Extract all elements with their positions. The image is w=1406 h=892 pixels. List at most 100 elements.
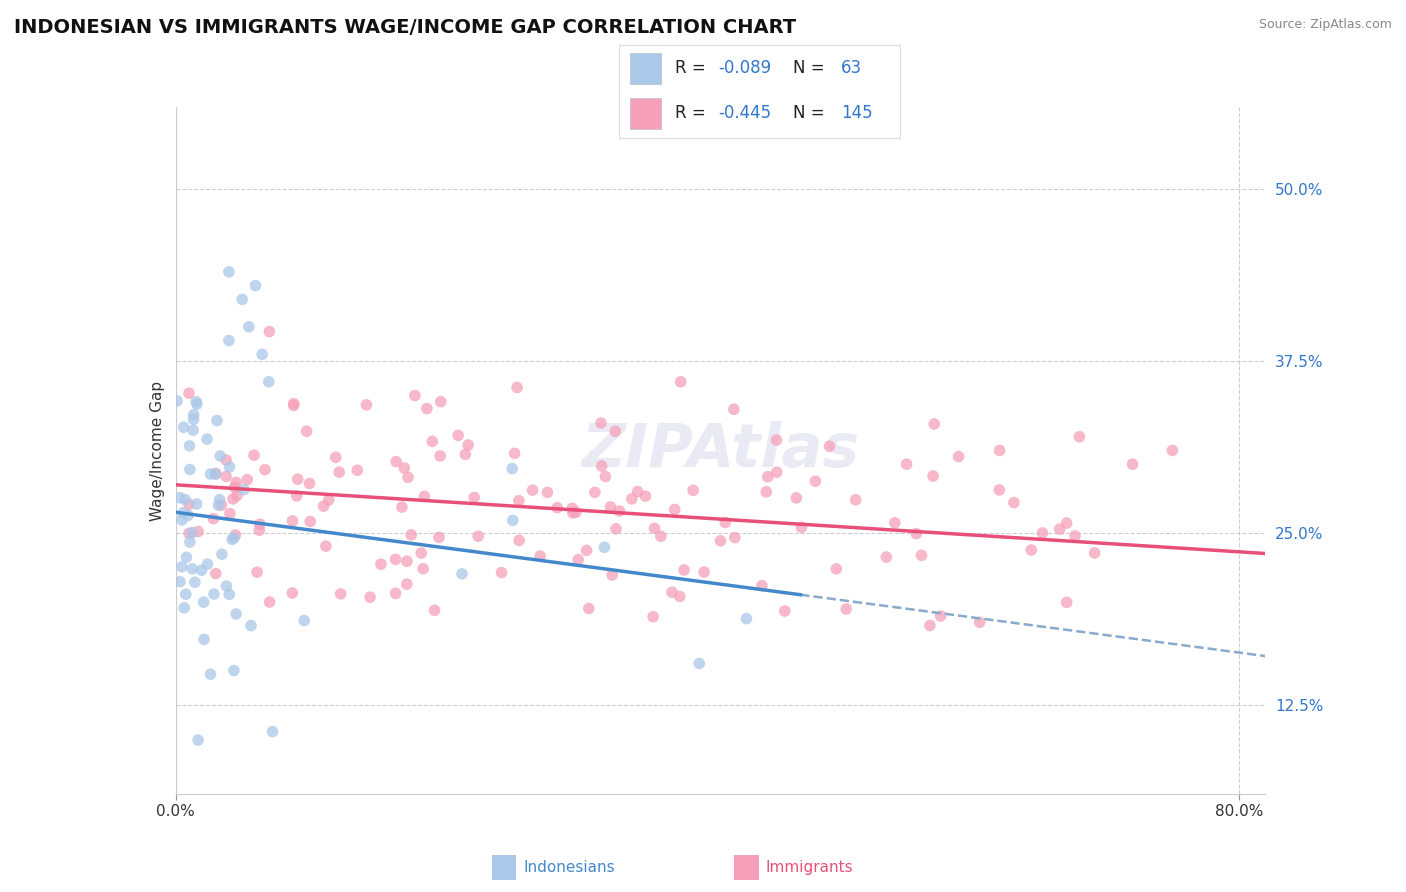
Point xyxy=(451,566,474,581)
Point xyxy=(187,733,209,747)
Point xyxy=(669,375,692,389)
Point xyxy=(211,547,233,561)
Point xyxy=(988,483,1011,497)
Point xyxy=(929,609,952,624)
Point xyxy=(219,507,242,521)
Point xyxy=(218,265,240,279)
Point xyxy=(883,516,905,530)
Point xyxy=(173,420,195,434)
Point xyxy=(226,489,249,503)
Text: -0.089: -0.089 xyxy=(718,60,772,78)
Point xyxy=(395,577,418,591)
Point xyxy=(595,469,617,483)
Point xyxy=(620,491,643,506)
Point xyxy=(177,508,200,523)
Point xyxy=(384,552,406,566)
Point xyxy=(315,539,337,553)
Point xyxy=(567,552,589,566)
Point xyxy=(287,472,309,486)
Text: INDONESIAN VS IMMIGRANTS WAGE/INCOME GAP CORRELATION CHART: INDONESIAN VS IMMIGRANTS WAGE/INCOME GAP… xyxy=(14,18,796,37)
Point xyxy=(599,500,621,514)
Bar xyxy=(630,53,661,84)
Point xyxy=(215,579,238,593)
Point xyxy=(396,470,419,484)
Point xyxy=(644,521,666,535)
Y-axis label: Wage/Income Gap: Wage/Income Gap xyxy=(149,380,165,521)
Point xyxy=(724,531,747,545)
Point xyxy=(211,498,233,512)
Point xyxy=(672,563,695,577)
Point xyxy=(735,612,758,626)
Point xyxy=(183,408,205,422)
Point xyxy=(181,525,204,540)
Point xyxy=(281,586,304,600)
Point xyxy=(591,458,613,473)
Point xyxy=(825,562,848,576)
Point xyxy=(204,467,226,481)
Point xyxy=(988,443,1011,458)
Point xyxy=(546,500,568,515)
Point xyxy=(391,500,413,514)
Point xyxy=(682,483,704,498)
Point xyxy=(661,585,683,599)
Point xyxy=(922,417,945,431)
Point xyxy=(593,541,616,555)
Point xyxy=(1069,430,1091,444)
Point xyxy=(218,459,240,474)
Point xyxy=(253,463,276,477)
Point xyxy=(785,491,807,505)
Point xyxy=(218,587,240,601)
Point xyxy=(605,424,627,438)
Point xyxy=(238,319,260,334)
Point xyxy=(247,523,270,537)
Point xyxy=(412,562,434,576)
Point xyxy=(385,454,408,468)
Point xyxy=(578,601,600,615)
Point xyxy=(249,517,271,532)
Point xyxy=(231,293,253,307)
Point xyxy=(259,325,281,339)
Point xyxy=(257,375,280,389)
Point xyxy=(243,448,266,462)
Point xyxy=(429,449,451,463)
Text: Indonesians: Indonesians xyxy=(523,860,614,875)
Point xyxy=(575,543,598,558)
Point xyxy=(370,558,392,572)
Point xyxy=(356,398,378,412)
Point xyxy=(529,549,551,563)
Point xyxy=(197,557,219,571)
Point xyxy=(875,550,897,565)
Point xyxy=(845,492,868,507)
Point xyxy=(714,516,737,530)
Point xyxy=(561,501,583,516)
Point xyxy=(413,489,436,503)
Point xyxy=(193,632,215,647)
Point xyxy=(179,462,201,476)
Point xyxy=(176,550,198,565)
Point xyxy=(508,493,530,508)
Point xyxy=(193,595,215,609)
Point xyxy=(250,347,273,361)
Point xyxy=(790,520,813,534)
Point xyxy=(765,465,787,479)
Text: 145: 145 xyxy=(841,104,872,122)
Point xyxy=(688,657,710,671)
Point xyxy=(609,504,631,518)
Point xyxy=(423,603,446,617)
Point xyxy=(169,574,191,589)
Point xyxy=(818,439,841,453)
Point xyxy=(1019,543,1042,558)
Point xyxy=(664,502,686,516)
Point xyxy=(896,457,918,471)
Text: -0.445: -0.445 xyxy=(718,104,772,122)
Point xyxy=(222,531,245,545)
Point xyxy=(583,485,606,500)
Point xyxy=(835,602,858,616)
Point xyxy=(650,529,672,543)
Point xyxy=(1031,526,1053,541)
Point xyxy=(905,526,928,541)
Point xyxy=(346,463,368,477)
Point xyxy=(1161,443,1184,458)
Point xyxy=(416,401,439,416)
Point xyxy=(184,575,207,590)
